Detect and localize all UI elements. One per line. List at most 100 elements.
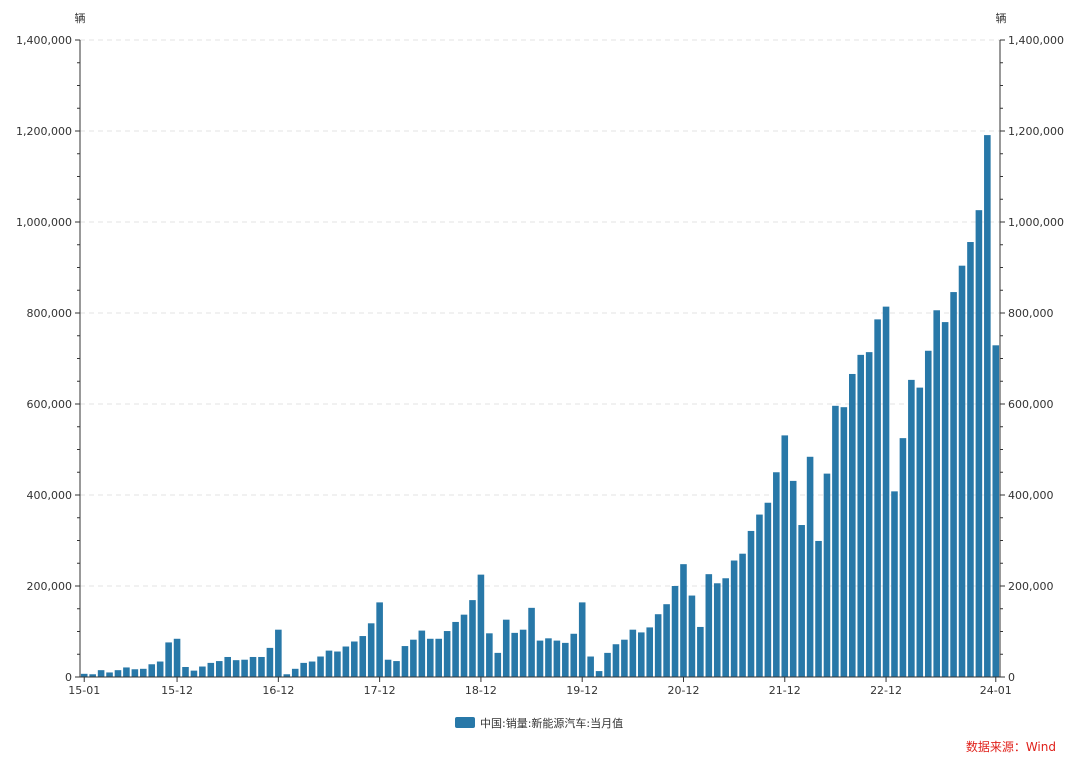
bar: [477, 574, 485, 678]
bar: [266, 647, 274, 677]
bar: [680, 564, 687, 677]
bar: [393, 661, 400, 677]
bar: [781, 435, 789, 677]
bar: [443, 631, 451, 677]
bar: [840, 407, 848, 677]
bar: [376, 602, 383, 677]
bar: [156, 661, 164, 677]
bar: [941, 322, 949, 677]
bar: [182, 666, 189, 677]
bar: [418, 630, 426, 677]
x-tick-label: 22-12: [870, 684, 902, 697]
left-y-tick-label: 0: [65, 671, 72, 684]
bar: [950, 292, 957, 677]
bar: [553, 640, 561, 677]
bar: [967, 242, 974, 677]
bar: [494, 652, 502, 677]
bar: [697, 626, 704, 677]
bar: [756, 514, 763, 677]
bar: [207, 662, 215, 677]
bar: [595, 671, 603, 677]
bar: [148, 664, 156, 677]
bar: [882, 306, 890, 677]
bar: [249, 656, 257, 677]
bar: [114, 670, 122, 677]
bar: [232, 660, 240, 677]
bar: [106, 672, 113, 677]
bar: [849, 373, 856, 677]
bar: [730, 560, 738, 677]
bar: [283, 674, 291, 677]
x-tick-label: 21-12: [769, 684, 801, 697]
bar: [308, 661, 316, 677]
x-ticks: 15-01 15-12 16-12 17-12 18-12 19-12 20-12 21-12…: [68, 677, 1012, 697]
bar: [604, 652, 611, 677]
bar: [654, 614, 662, 677]
bar: [815, 540, 822, 677]
bar: [384, 659, 392, 677]
x-tick-label: 15-12: [161, 684, 193, 697]
right-y-tick-label: 1,000,000: [1008, 216, 1064, 229]
bar: [275, 629, 282, 677]
left-y-tick-label: 1,000,000: [16, 216, 72, 229]
bar: [984, 135, 991, 678]
bar: [258, 656, 265, 677]
bar: [621, 639, 628, 677]
bar: [452, 621, 459, 677]
bar: [123, 667, 130, 677]
left-y-tick-label: 1,200,000: [16, 125, 72, 138]
bar: [612, 644, 620, 677]
right-y-unit-label: 辆: [996, 11, 1007, 25]
x-tick-label: 17-12: [364, 684, 396, 697]
bar: [519, 629, 527, 677]
bar: [300, 662, 307, 677]
bar: [958, 265, 966, 677]
right-y-ticks: 0 200,000 400,000 600,000 800,000 1,000,000 1,…: [1000, 34, 1064, 684]
x-tick-label: 15-01: [68, 684, 100, 697]
bar: [823, 473, 831, 677]
left-y-tick-label: 200,000: [27, 580, 73, 593]
grid-lines: [80, 39, 1000, 587]
bar: [832, 405, 839, 677]
bar: [891, 491, 898, 677]
bar: [334, 651, 341, 677]
bar: [545, 638, 552, 677]
bars: [80, 135, 1000, 678]
bar: [486, 633, 493, 677]
bar: [646, 627, 654, 677]
bar: [764, 502, 772, 677]
bar: [857, 354, 865, 677]
bar: [199, 666, 206, 677]
bar: [570, 633, 578, 677]
bar: [351, 641, 358, 677]
bar: [426, 638, 434, 677]
bar: [173, 638, 181, 677]
bar: [460, 614, 468, 677]
bar: [806, 456, 814, 677]
bar: [190, 670, 198, 677]
bar: [502, 619, 510, 677]
bar: [536, 640, 544, 677]
bar: [789, 480, 797, 677]
bar: [241, 659, 248, 677]
bar: [908, 379, 915, 677]
left-y-ticks: 0 200,000 400,000 600,000 800,000 1,000,000 1,…: [16, 34, 80, 684]
x-tick-label: 24-01: [980, 684, 1012, 697]
left-y-tick-label: 600,000: [27, 398, 73, 411]
right-y-tick-label: 800,000: [1008, 307, 1054, 320]
x-tick-label: 20-12: [668, 684, 700, 697]
x-tick-label: 18-12: [465, 684, 497, 697]
bar: [688, 595, 696, 677]
bar: [798, 525, 805, 677]
bar: [367, 623, 375, 677]
left-y-tick-label: 800,000: [27, 307, 73, 320]
bar: [215, 661, 223, 677]
bar: [578, 602, 586, 677]
bar: [739, 553, 746, 677]
bar: [89, 674, 96, 677]
legend-swatch: [455, 717, 475, 728]
left-y-tick-label: 400,000: [27, 489, 73, 502]
bar: [899, 438, 907, 678]
